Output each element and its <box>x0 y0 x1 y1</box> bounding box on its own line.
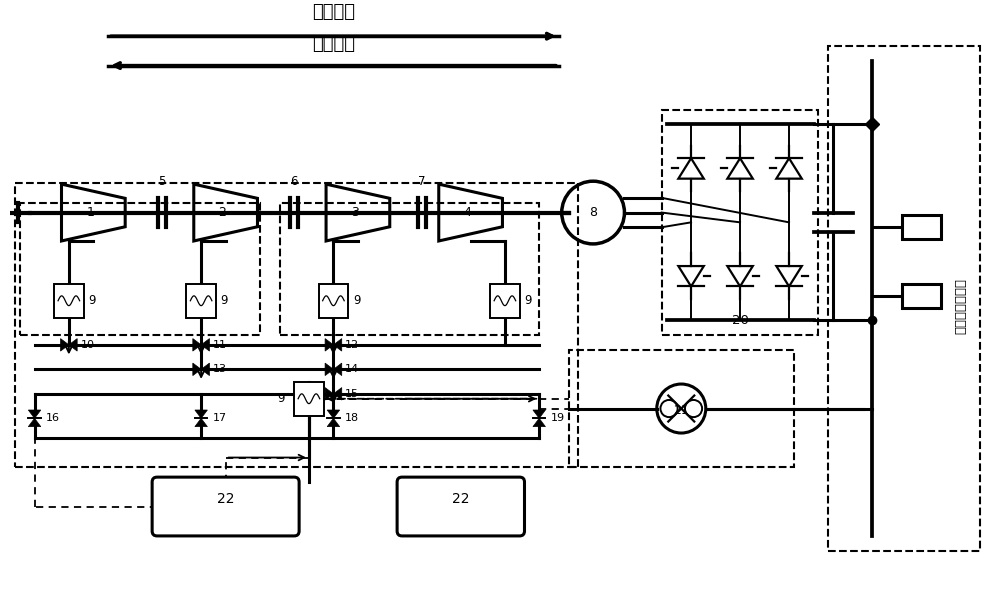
Polygon shape <box>325 338 333 351</box>
Text: 13: 13 <box>213 364 227 374</box>
Text: 3: 3 <box>351 206 359 219</box>
Polygon shape <box>327 410 340 418</box>
Polygon shape <box>325 363 333 376</box>
Text: 9: 9 <box>221 294 228 307</box>
Bar <box>294 382 324 416</box>
Text: 14: 14 <box>345 364 359 374</box>
Text: 10: 10 <box>81 340 95 350</box>
Text: 8: 8 <box>589 206 597 219</box>
Text: 20: 20 <box>732 314 749 327</box>
Text: 22: 22 <box>452 492 470 505</box>
Polygon shape <box>533 418 545 427</box>
Polygon shape <box>195 418 207 427</box>
Text: 6: 6 <box>290 175 298 188</box>
Polygon shape <box>193 338 201 351</box>
Text: 1: 1 <box>86 206 94 219</box>
Text: 12: 12 <box>345 340 359 350</box>
Text: 4: 4 <box>463 206 471 219</box>
Polygon shape <box>327 418 340 427</box>
Text: 15: 15 <box>345 389 359 399</box>
Text: 5: 5 <box>158 175 166 188</box>
Text: 18: 18 <box>345 413 359 423</box>
Bar <box>569 350 794 468</box>
Bar <box>54 284 84 318</box>
Polygon shape <box>69 338 77 351</box>
Text: 21: 21 <box>673 404 689 417</box>
Text: 膨胀释能: 膨胀释能 <box>312 4 355 22</box>
Polygon shape <box>28 418 41 427</box>
Polygon shape <box>533 410 545 418</box>
Text: 7: 7 <box>418 175 425 188</box>
Polygon shape <box>333 338 342 351</box>
Text: 2: 2 <box>219 206 226 219</box>
Polygon shape <box>28 410 41 418</box>
Text: 16: 16 <box>46 413 60 423</box>
Text: 压缩储能: 压缩储能 <box>312 35 355 53</box>
Text: 9: 9 <box>353 294 361 307</box>
Bar <box>662 109 818 335</box>
Text: 19: 19 <box>551 413 565 423</box>
Polygon shape <box>201 363 209 376</box>
Text: 17: 17 <box>213 413 227 423</box>
Polygon shape <box>61 338 69 351</box>
Polygon shape <box>325 388 333 400</box>
FancyBboxPatch shape <box>152 477 299 536</box>
Polygon shape <box>193 363 201 376</box>
Text: 9: 9 <box>88 294 96 307</box>
Text: 冷热电联产系统: 冷热电联产系统 <box>954 278 967 334</box>
Text: 9: 9 <box>524 294 532 307</box>
Polygon shape <box>333 388 342 400</box>
Bar <box>280 203 539 335</box>
Bar <box>828 46 980 551</box>
Bar <box>319 284 348 318</box>
Bar <box>20 203 260 335</box>
Bar <box>15 183 578 468</box>
Text: 11: 11 <box>213 340 227 350</box>
Bar <box>902 284 941 308</box>
Bar <box>902 216 941 239</box>
Polygon shape <box>201 338 209 351</box>
FancyBboxPatch shape <box>397 477 524 536</box>
Bar <box>490 284 520 318</box>
Polygon shape <box>333 363 342 376</box>
Text: 22: 22 <box>217 492 234 505</box>
Polygon shape <box>195 410 207 418</box>
Text: 9: 9 <box>278 392 285 405</box>
Bar <box>186 284 216 318</box>
